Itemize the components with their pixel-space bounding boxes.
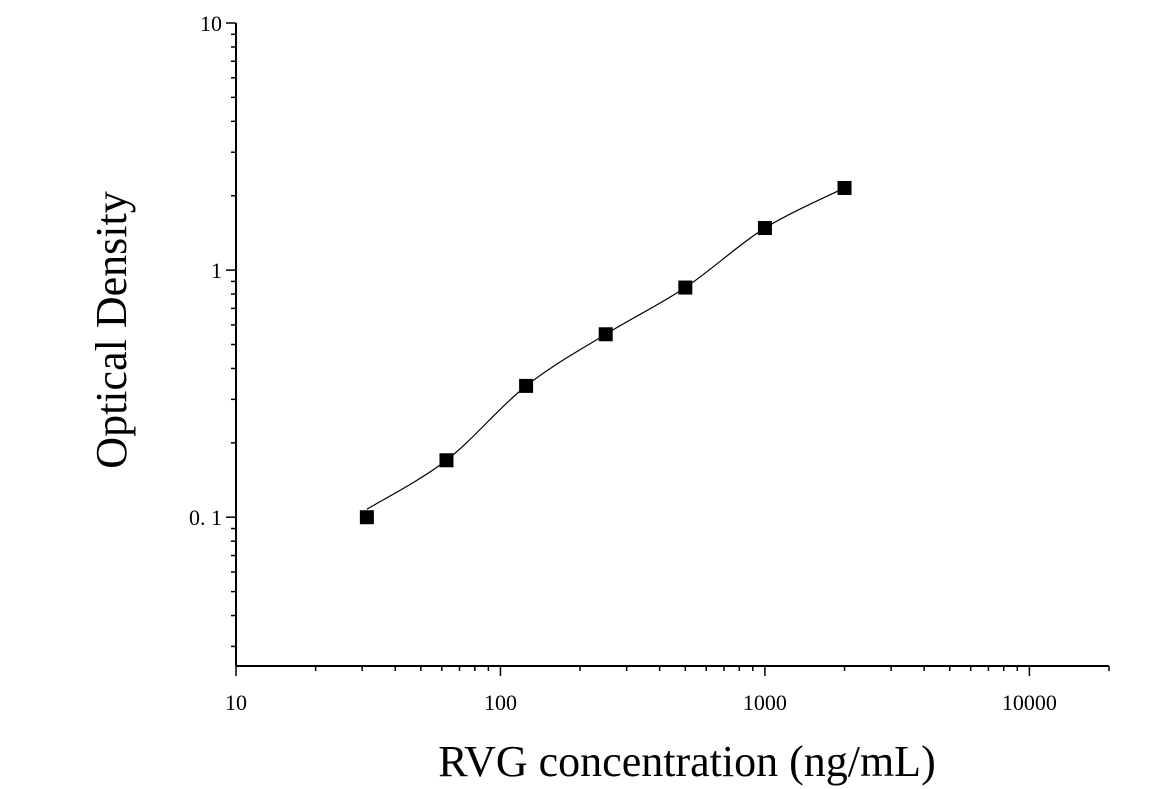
y-tick-label: 10 [200,11,222,36]
data-point [678,280,693,295]
data-point [757,221,772,236]
data-point [359,510,374,525]
y-tick-label: 1 [211,258,222,283]
data-point [598,327,613,342]
x-tick-label: 100 [484,690,517,715]
data-points [359,180,852,525]
x-axis-label: RVG concentration (ng/mL) [438,737,935,786]
x-axis: 10 100 1000 10000 [225,665,1110,715]
x-tick-label: 10 [225,690,247,715]
y-tick-label: 0. 1 [189,505,222,530]
data-point [837,180,852,195]
data-point [439,453,454,468]
y-axis: 0. 1 1 10 [189,11,237,666]
x-tick-label: 1000 [743,690,787,715]
data-point [519,378,534,393]
y-axis-label: Optical Density [87,191,136,468]
fit-curve [366,187,845,510]
x-tick-label: 10000 [1002,690,1057,715]
